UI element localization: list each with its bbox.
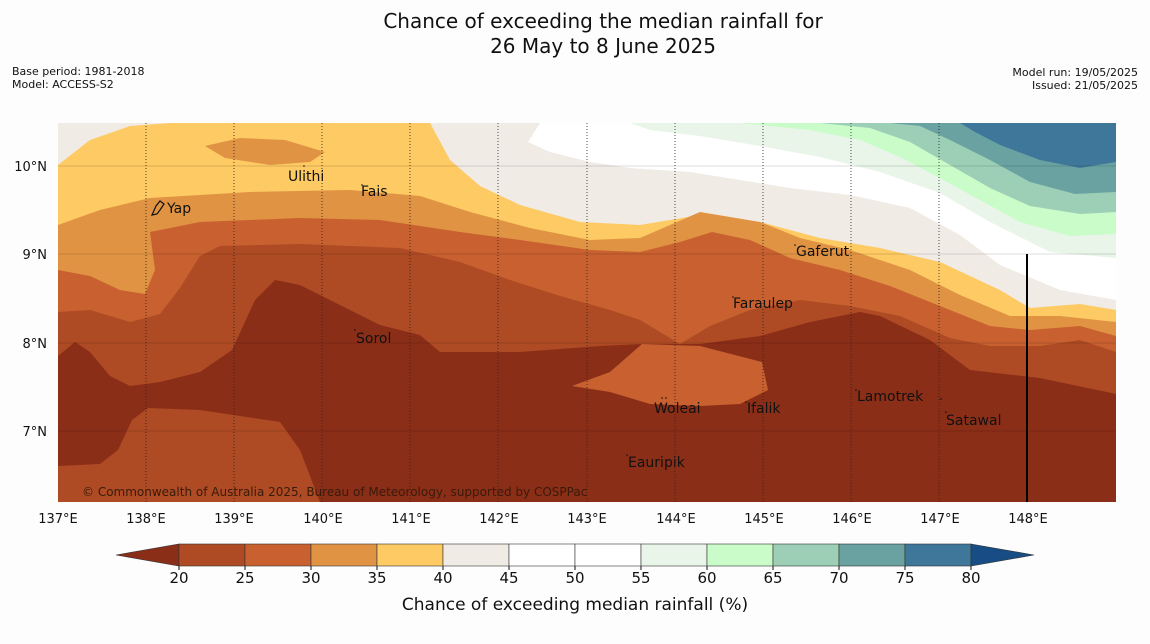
colorbar-tick-label: 65 [763,569,782,587]
colorbar-tick-label: 70 [829,569,848,587]
lon-label-142e: 142°E [479,512,519,527]
longitude-axis: 137°E 138°E 139°E 140°E 141°E 142°E 143°… [38,512,1048,527]
colorbar-cell-65-70 [772,543,840,567]
lat-label-7n: 7°N [23,425,48,440]
colorbar-tick-label: 55 [631,569,650,587]
latitude-gridlines [58,165,1116,432]
lon-label-143e: 143°E [567,512,607,527]
colorbar-cell-55-60 [640,543,708,567]
colorbar-cell-50-55 [574,543,642,567]
colorbar-high-arrow [970,543,1035,567]
lon-label-141e: 141°E [391,512,431,527]
lon-label-146e: 146°E [832,512,872,527]
colorbar-label: Chance of exceeding median rainfall (%) [402,595,748,615]
band-30-35-patch [205,138,325,165]
place-label-eauripik: Eauripik [628,455,686,471]
yap-island-shape [150,200,165,216]
lon-label-145e: 145°E [744,512,784,527]
lon-label-140e: 140°E [303,512,343,527]
colorbar-low-arrow [115,543,180,567]
place-label-lamotrek: Lamotrek [857,389,924,405]
latitude-axis: 10°N 9°N 8°N 7°N [14,160,47,440]
colorbar-tick-label: 45 [499,569,518,587]
title-line-1: Chance of exceeding the median rainfall … [383,9,823,33]
colorbar-tick-label: 20 [169,569,188,587]
place-label-ifalik: Ifalik [747,401,781,417]
lon-label-144e: 144°E [656,512,696,527]
colorbar-cell-25-30 [244,543,312,567]
colorbar-tick-label: 25 [235,569,254,587]
lon-label-138e: 138°E [126,512,166,527]
title-line-2: 26 May to 8 June 2025 [490,34,716,58]
rainfall-map: Yap Ulithi Fais Sorol Gaferut Faraulep W… [58,123,1116,502]
place-label-ulithi: Ulithi [288,169,324,185]
lon-label-148e: 148°E [1008,512,1048,527]
place-label-yap: Yap [166,201,191,217]
band-75-80 [960,123,1116,168]
colorbar-cell-70-75 [838,543,906,567]
copyright-text: © Commonwealth of Australia 2025, Bureau… [82,485,587,499]
band-20-25-patch-sw [58,408,320,502]
colorbar-cell-20-25 [178,543,246,567]
meta-left: Base period: 1981-2018 Model: ACCESS-S2 [12,65,144,91]
model-run-text: Model run: 19/05/2025 [1012,66,1138,79]
place-label-woleai: Woleai [654,401,701,417]
colorbar-cell-30-35 [310,543,378,567]
place-label-faraulep: Faraulep [733,296,793,312]
colorbar-tick-label: 35 [367,569,386,587]
lat-label-8n: 8°N [23,337,48,352]
colorbar-cell-75-80 [904,543,972,567]
issued-text: Issued: 21/05/2025 [1031,79,1138,92]
lon-label-139e: 139°E [214,512,254,527]
model-text: Model: ACCESS-S2 [12,78,114,91]
colorbar-tick-label: 50 [565,569,584,587]
colorbar-tick-label: 60 [697,569,716,587]
colorbar-ticks: 20 25 30 35 40 45 50 55 60 65 70 75 80 [169,566,981,587]
place-label-fais: Fais [361,184,388,200]
colorbar-cell-60-65 [706,543,774,567]
colorbar-tick-label: 40 [433,569,452,587]
longitude-gridlines [145,123,940,502]
colorbar-tick-label: 75 [895,569,914,587]
island-markers [303,165,947,456]
meta-right: Model run: 19/05/2025 Issued: 21/05/2025 [1012,66,1138,92]
lat-label-10n: 10°N [14,160,47,175]
colorbar: 20 25 30 35 40 45 50 55 60 65 70 75 80 Chance of exc… [115,543,1035,615]
place-label-sorol: Sorol [356,331,391,347]
colorbar-cell-35-40 [376,543,444,567]
lon-label-137e: 137°E [38,512,78,527]
colorbar-cell-40-45 [442,543,510,567]
chart-title: Chance of exceeding the median rainfall … [0,9,1150,59]
colorbar-tick-label: 30 [301,569,320,587]
lon-label-147e: 147°E [920,512,960,527]
lat-label-9n: 9°N [23,248,48,263]
colorbar-cells [178,543,972,567]
colorbar-tick-label: 80 [961,569,980,587]
colorbar-cell-45-50 [508,543,576,567]
place-label-satawal: Satawal [946,413,1001,429]
base-period-text: Base period: 1981-2018 [12,65,145,78]
place-label-gaferut: Gaferut [796,244,850,260]
band-25-30-patch [572,344,768,406]
